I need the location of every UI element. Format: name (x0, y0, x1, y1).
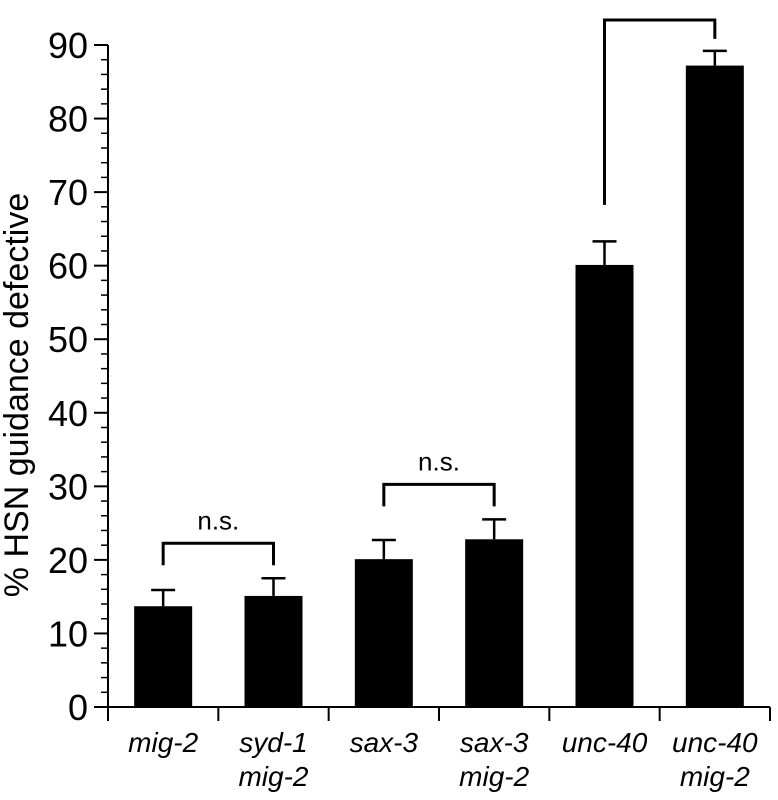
y-tick-label: 90 (48, 25, 88, 66)
x-tick-label: mig-2 (459, 761, 529, 792)
bar (354, 559, 413, 707)
significance-label: n.s. (197, 505, 239, 535)
y-tick-label: 10 (48, 613, 88, 654)
significance-bracket (382, 482, 496, 507)
error-bars (151, 49, 727, 607)
bar (685, 65, 744, 707)
y-tick-label: 30 (48, 466, 88, 507)
y-tick-label: 60 (48, 246, 88, 287)
x-tick-label: mig-2 (238, 761, 308, 792)
bar (244, 595, 303, 707)
bar (134, 606, 193, 707)
y-tick-label: 40 (48, 393, 88, 434)
x-tick-label: sax-3 (460, 727, 529, 758)
y-tick-label: 70 (48, 172, 88, 213)
x-tick-label: unc-40 (562, 727, 648, 758)
significance-label: n.s. (418, 446, 460, 476)
y-tick-label: 20 (48, 540, 88, 581)
significance-bracket (161, 541, 275, 566)
x-tick-label: mig-2 (128, 727, 198, 758)
bar (465, 539, 524, 707)
bar (575, 264, 634, 707)
x-tick-label: mig-2 (680, 761, 750, 792)
x-tick-label: sax-3 (350, 727, 419, 758)
significance-label: *** (644, 0, 674, 12)
y-tick-label: 50 (48, 319, 88, 360)
significance-bracket (603, 18, 717, 205)
x-tick-label: unc-40 (672, 727, 758, 758)
y-tick-label: 0 (68, 687, 88, 728)
axes: 0 10 20 30 40 50 60 70 80 90 (48, 25, 771, 728)
bars (134, 65, 744, 707)
x-tick-label: syd-1 (239, 727, 307, 758)
significance-brackets: n.s. n.s. *** (161, 0, 717, 566)
y-axis-label: % HSN guidance defective (0, 193, 36, 597)
y-tick-label: 80 (48, 99, 88, 140)
